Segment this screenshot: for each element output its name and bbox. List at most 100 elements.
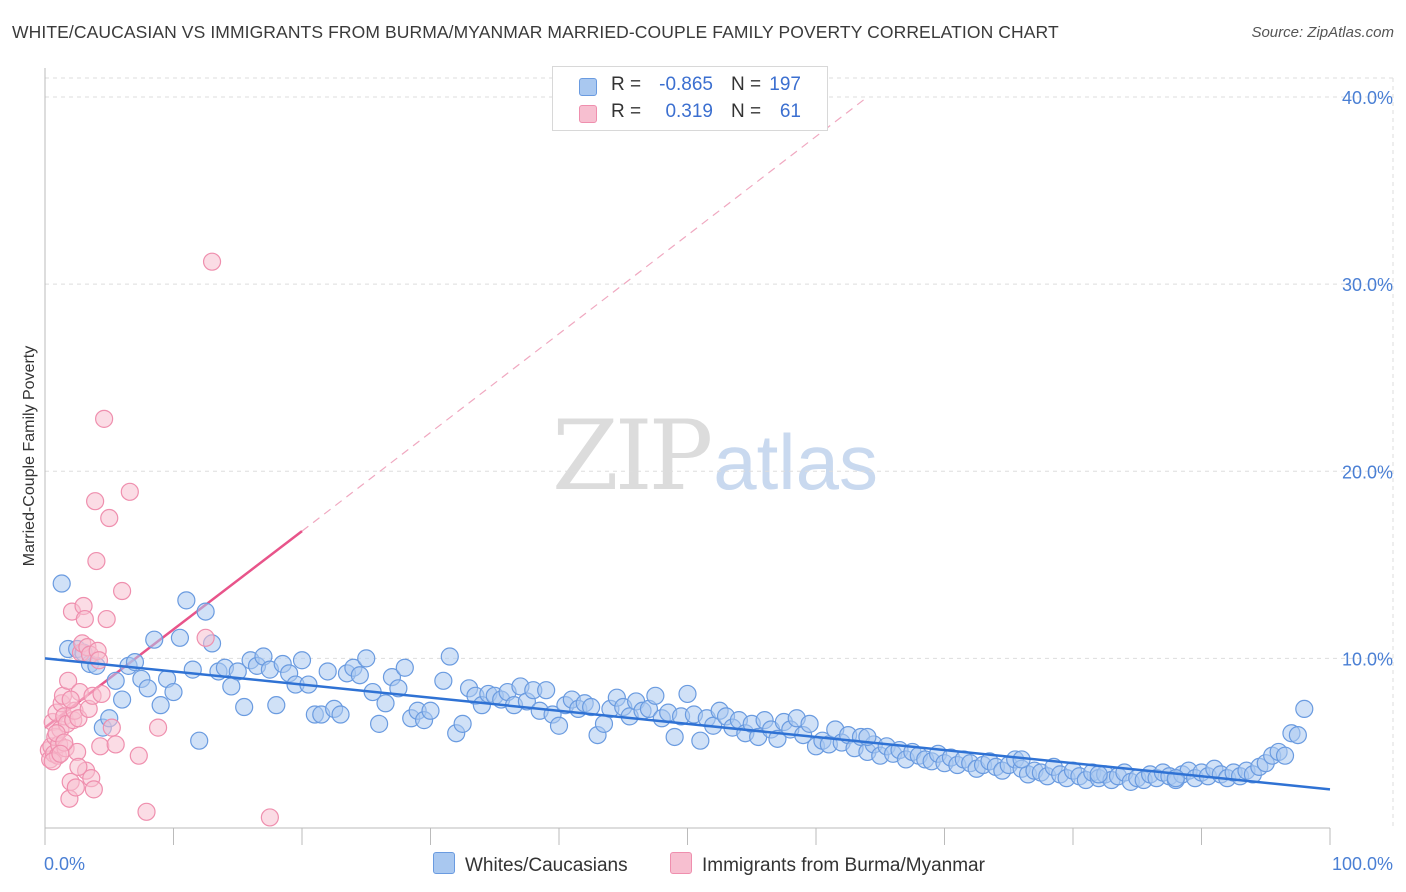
y-axis-title: Married-Couple Family Poverty — [21, 346, 38, 567]
data-point — [1288, 725, 1307, 745]
data-point — [292, 651, 312, 670]
data-point — [440, 647, 459, 666]
data-point — [148, 718, 168, 737]
y-tick-labels: 10.0% 20.0% 30.0% 40.0% — [1342, 88, 1393, 669]
y-tick-label: 30.0% — [1342, 275, 1393, 295]
data-point — [164, 682, 183, 702]
data-point — [691, 731, 710, 750]
data-point — [421, 701, 440, 720]
data-point — [89, 651, 109, 670]
data-point — [196, 628, 215, 647]
data-point — [86, 492, 105, 511]
legend-r-value: 0.319 — [665, 101, 713, 122]
bottom-legend-swatch-pink — [670, 852, 692, 874]
series-burma-points — [39, 252, 279, 827]
blue-trend-group — [44, 657, 1331, 791]
data-point — [370, 714, 389, 733]
legend-n-label: N = — [731, 74, 762, 95]
bottom-legend-swatch-blue — [433, 852, 455, 874]
data-point — [97, 609, 116, 629]
y-tick-label: 20.0% — [1342, 462, 1393, 482]
data-point — [100, 508, 119, 528]
series-whites-points — [52, 574, 1314, 791]
data-point — [95, 409, 114, 428]
y-tick-label: 40.0% — [1342, 88, 1393, 108]
legend-r-label: R = — [611, 101, 642, 122]
data-point — [66, 778, 85, 797]
data-point — [434, 671, 453, 690]
legend-r-label: R = — [611, 74, 642, 95]
correlation-legend: R = -0.865 N = 197 R = 0.319 N = 61 — [552, 66, 828, 131]
data-point — [196, 602, 215, 621]
data-point — [87, 551, 106, 571]
data-point — [202, 252, 222, 271]
data-point — [92, 684, 111, 704]
data-point — [61, 690, 80, 709]
data-point — [52, 574, 71, 593]
bottom-legend-whites: Whites/Caucasians — [433, 852, 628, 876]
data-point — [120, 482, 139, 501]
data-point — [151, 696, 170, 715]
data-point — [112, 581, 132, 601]
watermark-atlas: atlas — [713, 418, 878, 506]
data-point — [75, 609, 94, 629]
data-point — [389, 679, 408, 698]
x-tick-label-min: 0.0% — [44, 854, 85, 874]
x-ticks — [44, 828, 1331, 845]
data-point — [106, 735, 125, 754]
data-point — [170, 628, 190, 647]
data-point — [646, 686, 665, 705]
data-point — [453, 714, 472, 733]
trend-line-burma-extension — [301, 96, 868, 532]
data-point — [665, 727, 684, 747]
data-point — [51, 744, 70, 763]
bottom-legend-burma: Immigrants from Burma/Myanmar — [670, 852, 985, 876]
data-point — [1295, 699, 1314, 718]
data-point — [582, 697, 601, 717]
trend-line-whites — [44, 657, 1331, 791]
data-point — [267, 696, 286, 715]
data-point — [357, 649, 376, 668]
data-point — [331, 705, 350, 724]
legend-n-value: 197 — [769, 74, 801, 95]
data-point — [395, 658, 414, 677]
x-tick-label-max: 100.0% — [1332, 854, 1393, 874]
data-point — [190, 731, 209, 750]
source-credit: Source: ZipAtlas.com — [1251, 24, 1394, 41]
data-point — [69, 757, 88, 777]
data-point — [112, 690, 132, 709]
legend-swatch-blue — [579, 78, 597, 96]
data-point — [129, 746, 148, 765]
chart-title: WHITE/CAUCASIAN VS IMMIGRANTS FROM BURMA… — [12, 22, 1059, 42]
bottom-legend-label: Immigrants from Burma/Myanmar — [702, 855, 985, 876]
legend-swatch-pink — [579, 105, 597, 123]
watermark-zip: ZIP — [552, 400, 713, 512]
data-point — [102, 718, 121, 737]
y-tick-label: 10.0% — [1342, 649, 1393, 669]
data-point — [228, 662, 247, 681]
data-point — [106, 671, 125, 690]
data-point — [1089, 765, 1108, 784]
data-point — [177, 591, 196, 610]
data-point — [145, 630, 164, 649]
data-point — [138, 679, 157, 698]
bottom-legend-label: Whites/Caucasians — [465, 855, 628, 876]
data-point — [137, 802, 156, 821]
pink-trend-group — [44, 96, 868, 729]
data-point — [84, 780, 103, 799]
data-point — [350, 666, 369, 685]
data-point — [235, 697, 254, 717]
legend-r-value: -0.865 — [659, 74, 713, 95]
data-point — [800, 714, 819, 733]
data-point — [1275, 746, 1295, 765]
data-point — [376, 694, 395, 713]
data-point — [549, 716, 569, 735]
watermark: ZIPatlas — [552, 400, 878, 512]
legend-n-value: 61 — [779, 101, 801, 122]
data-point — [318, 662, 337, 681]
data-point — [260, 808, 279, 827]
data-point — [537, 681, 556, 700]
data-point — [91, 737, 110, 756]
data-point — [183, 660, 202, 679]
